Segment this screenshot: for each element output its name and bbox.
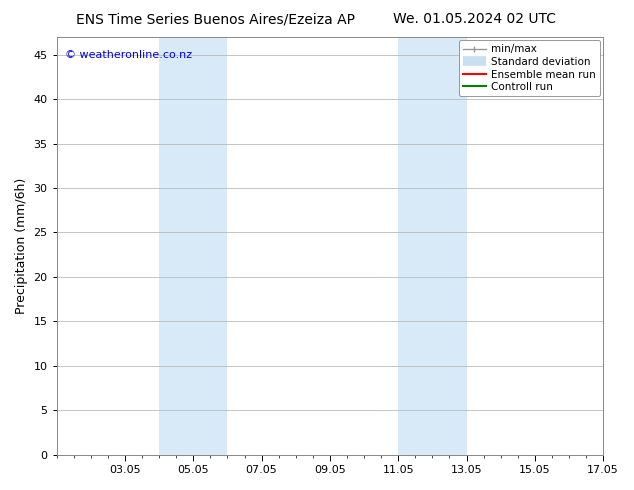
Text: © weatheronline.co.nz: © weatheronline.co.nz	[65, 49, 192, 60]
Text: We. 01.05.2024 02 UTC: We. 01.05.2024 02 UTC	[393, 12, 556, 26]
Legend: min/max, Standard deviation, Ensemble mean run, Controll run: min/max, Standard deviation, Ensemble me…	[459, 40, 600, 97]
Y-axis label: Precipitation (mm/6h): Precipitation (mm/6h)	[15, 178, 28, 314]
Bar	[159, 37, 228, 455]
Text: ENS Time Series Buenos Aires/Ezeiza AP: ENS Time Series Buenos Aires/Ezeiza AP	[76, 12, 355, 26]
Bar	[398, 37, 467, 455]
